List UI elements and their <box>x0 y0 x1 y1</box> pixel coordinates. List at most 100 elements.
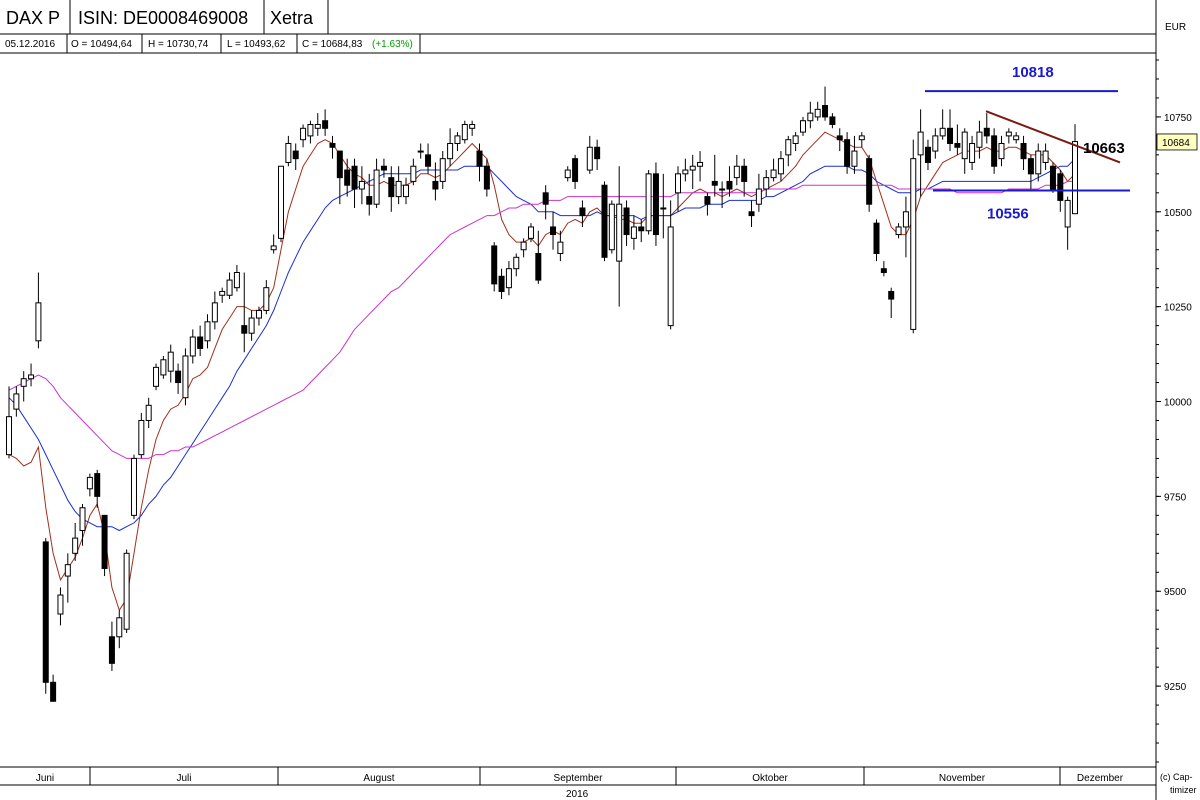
candle <box>270 234 277 254</box>
candle <box>182 348 189 406</box>
candle-body-down <box>1049 165 1056 190</box>
candle-body-down <box>954 142 961 148</box>
candle <box>755 173 762 212</box>
candle <box>917 109 924 197</box>
candle <box>366 173 373 216</box>
candle <box>954 124 961 155</box>
candle <box>601 181 608 262</box>
candle-body-up <box>461 124 468 141</box>
candle <box>829 113 836 129</box>
candle-body-down <box>748 211 755 217</box>
candle-body-down <box>366 196 373 205</box>
candle <box>491 242 498 292</box>
candle-body-up <box>969 142 976 163</box>
candle-body-up <box>373 169 380 205</box>
candle <box>726 166 733 197</box>
candle-body-down <box>873 222 880 255</box>
candle-body-up <box>520 241 527 251</box>
candle-body-up <box>204 321 211 342</box>
candle-body-up <box>116 617 123 638</box>
candle-body-up <box>675 173 682 194</box>
info-high: H = 10730,74 <box>148 39 209 50</box>
candle-body-up <box>1042 150 1049 163</box>
month-label: Juli <box>176 773 191 784</box>
candle-body-up <box>755 188 762 205</box>
candle-body-down <box>380 165 387 171</box>
candle <box>630 215 637 250</box>
candle-body-down <box>711 180 718 186</box>
candle <box>1005 128 1012 144</box>
candle <box>682 158 689 182</box>
candle-body-up <box>505 268 512 289</box>
candle <box>983 113 990 144</box>
candle <box>292 143 299 171</box>
candle-body-down <box>483 165 490 190</box>
candle <box>189 329 196 364</box>
candle-body-up <box>79 507 86 532</box>
candle-body-down <box>292 150 299 160</box>
candle <box>608 200 615 254</box>
candle <box>888 287 895 319</box>
candle-body-down <box>50 681 57 702</box>
candle <box>1072 124 1078 215</box>
month-label: September <box>554 773 604 784</box>
candle <box>667 200 674 330</box>
candle-body-down <box>542 192 549 205</box>
candle-body-up <box>902 211 909 228</box>
candle-body-up <box>439 158 446 182</box>
candle-body-up <box>270 245 277 251</box>
candle <box>719 181 726 208</box>
candle-body-down <box>844 139 851 167</box>
candle <box>527 223 534 243</box>
candle-body-up <box>851 150 858 167</box>
candle-body-up <box>608 203 615 251</box>
candle-body-up <box>858 135 865 141</box>
month-label: Oktober <box>752 773 788 784</box>
candle-body-down <box>1020 142 1027 160</box>
candle <box>167 344 174 383</box>
candle <box>64 553 71 603</box>
last-price-label: 10684 <box>1162 138 1190 149</box>
candle-body-up <box>160 359 167 376</box>
price-axis: EUR 9250 9500 9750 10000 10250 10500 10750 106… <box>1155 0 1198 800</box>
candle <box>358 166 365 205</box>
candle <box>50 674 57 702</box>
candle-body-down <box>601 184 608 258</box>
candle-body-down <box>535 253 542 281</box>
candle <box>402 177 409 205</box>
candle <box>432 162 439 201</box>
candle <box>255 306 262 326</box>
info-close: C = 10684,83 <box>302 39 363 50</box>
candle-body-up <box>300 127 307 141</box>
month-label: August <box>363 773 394 784</box>
isin-label: ISIN: DE0008469008 <box>78 8 248 28</box>
candle <box>1049 162 1056 193</box>
candle-body-down <box>623 207 630 236</box>
candle-body-up <box>785 139 792 156</box>
candle <box>932 128 939 159</box>
candle <box>550 211 557 250</box>
candle <box>947 109 954 152</box>
candle-body-up <box>226 279 233 296</box>
candle <box>1042 143 1049 171</box>
candle <box>961 128 968 174</box>
candle <box>351 158 358 208</box>
candle-body-up <box>733 165 740 179</box>
candle-body-down <box>991 135 998 167</box>
candle <box>792 132 799 152</box>
candle <box>880 261 887 277</box>
candle-body-up <box>792 135 799 144</box>
candle-body-up <box>57 594 64 615</box>
candle-body-up <box>814 108 821 118</box>
candle <box>116 610 123 649</box>
candle-body-up <box>35 302 42 342</box>
candle-body-up <box>395 180 402 198</box>
candle-body-down <box>94 473 101 497</box>
candle <box>689 154 696 190</box>
candle-body-down <box>572 158 579 182</box>
candle-body-up <box>1035 150 1042 175</box>
candle <box>763 170 770 197</box>
candle <box>594 139 601 171</box>
candle <box>542 185 549 220</box>
